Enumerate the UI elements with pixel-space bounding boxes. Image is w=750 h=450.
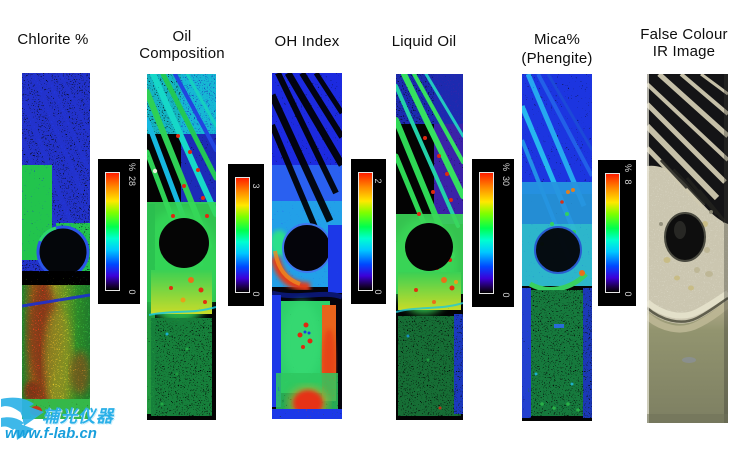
colorbar-mica: % 8 0 (598, 160, 636, 306)
colorbar-min-label: 0 (251, 291, 261, 297)
colorbar-gradient (105, 172, 120, 291)
panel-title-chlorite: Chlorite % (0, 31, 123, 48)
colorbar-gradient (235, 177, 250, 293)
mica-map-image (522, 74, 592, 421)
title-line: Oil (172, 28, 192, 45)
title-line: Liquid Oil (391, 33, 457, 50)
panel-title-false-colour: False Colour IR Image (614, 26, 750, 60)
colorbar-gradient (479, 172, 494, 294)
panel-title-mica: Mica% (Phengite) (487, 30, 627, 68)
title-line: Composition (139, 45, 225, 62)
drill-hole (665, 213, 705, 261)
false-colour-ir-image (647, 74, 728, 423)
panel-title-liquid-oil: Liquid Oil (354, 33, 494, 50)
drill-hole (159, 218, 209, 268)
watermark-brand-text: 辅光仪器 (42, 407, 114, 426)
title-line: OH Index (274, 33, 340, 50)
colorbar-min-label: 0 (501, 292, 511, 298)
colorbar-oh-index: 2 0 (351, 159, 386, 304)
colorbar-max-label: 3 (251, 183, 261, 189)
panel-title-oh-index: OH Index (237, 33, 377, 50)
watermark-site-text: www.f-lab.cn (5, 425, 97, 442)
liquid-oil-map-image (396, 74, 463, 420)
flab-logo-icon (1, 397, 44, 440)
oil-composition-map-image (147, 74, 216, 420)
colorbar-max-label: 28 (127, 175, 137, 186)
title-line: Mica% (533, 31, 580, 48)
colorbar-gradient (358, 172, 373, 291)
colorbar-max-label: 8 (623, 179, 633, 185)
colorbar-gradient (605, 173, 620, 293)
colorbar-chlorite: % 28 0 (98, 159, 140, 304)
panel-title-oil-composition: Oil Composition (112, 28, 252, 62)
title-line: Chlorite % (17, 31, 89, 48)
drill-hole (282, 223, 332, 273)
colorbar-max-label: 30 (501, 175, 511, 186)
colorbar-max-label: 2 (373, 178, 383, 184)
colorbar-min-label: 0 (623, 291, 633, 297)
oh-index-map-image (272, 73, 342, 419)
colorbar-min-label: 0 (127, 289, 137, 295)
title-line: False Colour (640, 26, 728, 43)
title-line: IR Image (652, 43, 716, 60)
colorbar-oil-composition: 3 0 (228, 164, 264, 306)
drill-hole (534, 226, 582, 274)
watermark: 辅光仪器 www.f-lab.cn (0, 392, 190, 450)
chlorite-map-image (22, 73, 90, 419)
title-line: (Phengite) (521, 50, 593, 67)
colorbar-liquid-oil: % 30 0 (472, 159, 514, 307)
drill-hole (405, 223, 453, 271)
colorbar-min-label: 0 (373, 289, 383, 295)
